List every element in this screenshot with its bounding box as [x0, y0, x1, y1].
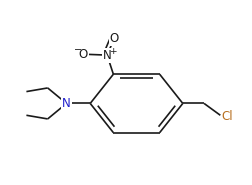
- Text: O: O: [78, 48, 88, 61]
- Text: O: O: [109, 32, 118, 45]
- Text: +: +: [108, 47, 116, 56]
- Text: N: N: [102, 49, 111, 62]
- Text: Cl: Cl: [221, 110, 232, 123]
- Text: N: N: [62, 97, 71, 110]
- Text: −: −: [74, 45, 82, 55]
